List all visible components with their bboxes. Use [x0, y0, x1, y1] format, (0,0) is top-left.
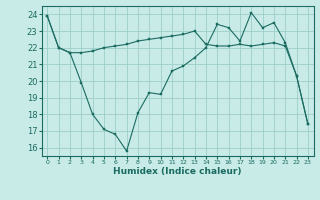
X-axis label: Humidex (Indice chaleur): Humidex (Indice chaleur) — [113, 167, 242, 176]
